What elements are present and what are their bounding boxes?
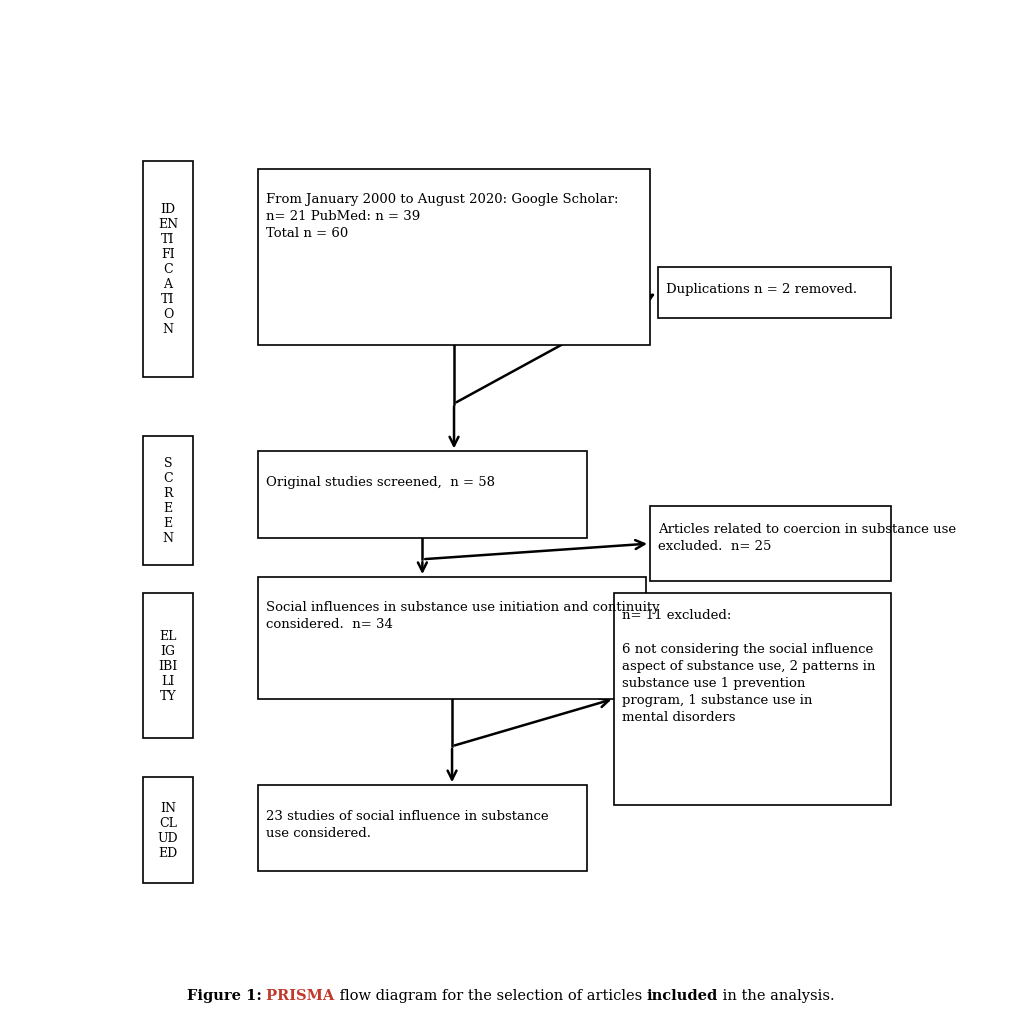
Text: IN
CL
UD
ED: IN CL UD ED <box>157 801 179 859</box>
Text: PRISMA: PRISMA <box>261 987 335 1002</box>
Text: Original studies screened,  n = 58: Original studies screened, n = 58 <box>266 475 495 488</box>
Text: flow diagram for the selection of articles: flow diagram for the selection of articl… <box>335 987 646 1002</box>
Text: in the analysis.: in the analysis. <box>718 987 834 1002</box>
Bar <box>649 506 891 581</box>
Text: S
C
R
E
E
N: S C R E E N <box>162 457 174 545</box>
Bar <box>258 786 586 871</box>
Bar <box>143 161 193 377</box>
Text: Figure 1:: Figure 1: <box>187 987 261 1002</box>
Text: From January 2000 to August 2020: Google Scholar:
n= 21 PubMed: n = 39
Total n =: From January 2000 to August 2020: Google… <box>266 193 619 239</box>
Bar <box>258 451 586 538</box>
Bar <box>143 436 193 566</box>
Text: n= 11 excluded:

6 not considering the social influence
aspect of substance use,: n= 11 excluded: 6 not considering the so… <box>622 608 876 723</box>
Text: 23 studies of social influence in substance
use considered.: 23 studies of social influence in substa… <box>266 809 548 839</box>
Text: Social influences in substance use initiation and continuity
considered.  n= 34: Social influences in substance use initi… <box>266 601 660 631</box>
Bar <box>615 593 891 805</box>
Text: Duplications n = 2 removed.: Duplications n = 2 removed. <box>666 283 857 297</box>
Bar <box>143 593 193 738</box>
Bar <box>143 777 193 883</box>
Bar <box>658 267 891 318</box>
Text: EL
IG
IBI
LI
TY: EL IG IBI LI TY <box>158 629 178 702</box>
Text: included: included <box>646 987 718 1002</box>
Text: Articles related to coercion in substance use
excluded.  n= 25: Articles related to coercion in substanc… <box>658 523 956 552</box>
Text: ID
EN
TI
FI
C
A
TI
O
N: ID EN TI FI C A TI O N <box>158 203 178 336</box>
Bar <box>258 169 649 345</box>
Bar <box>258 578 646 699</box>
